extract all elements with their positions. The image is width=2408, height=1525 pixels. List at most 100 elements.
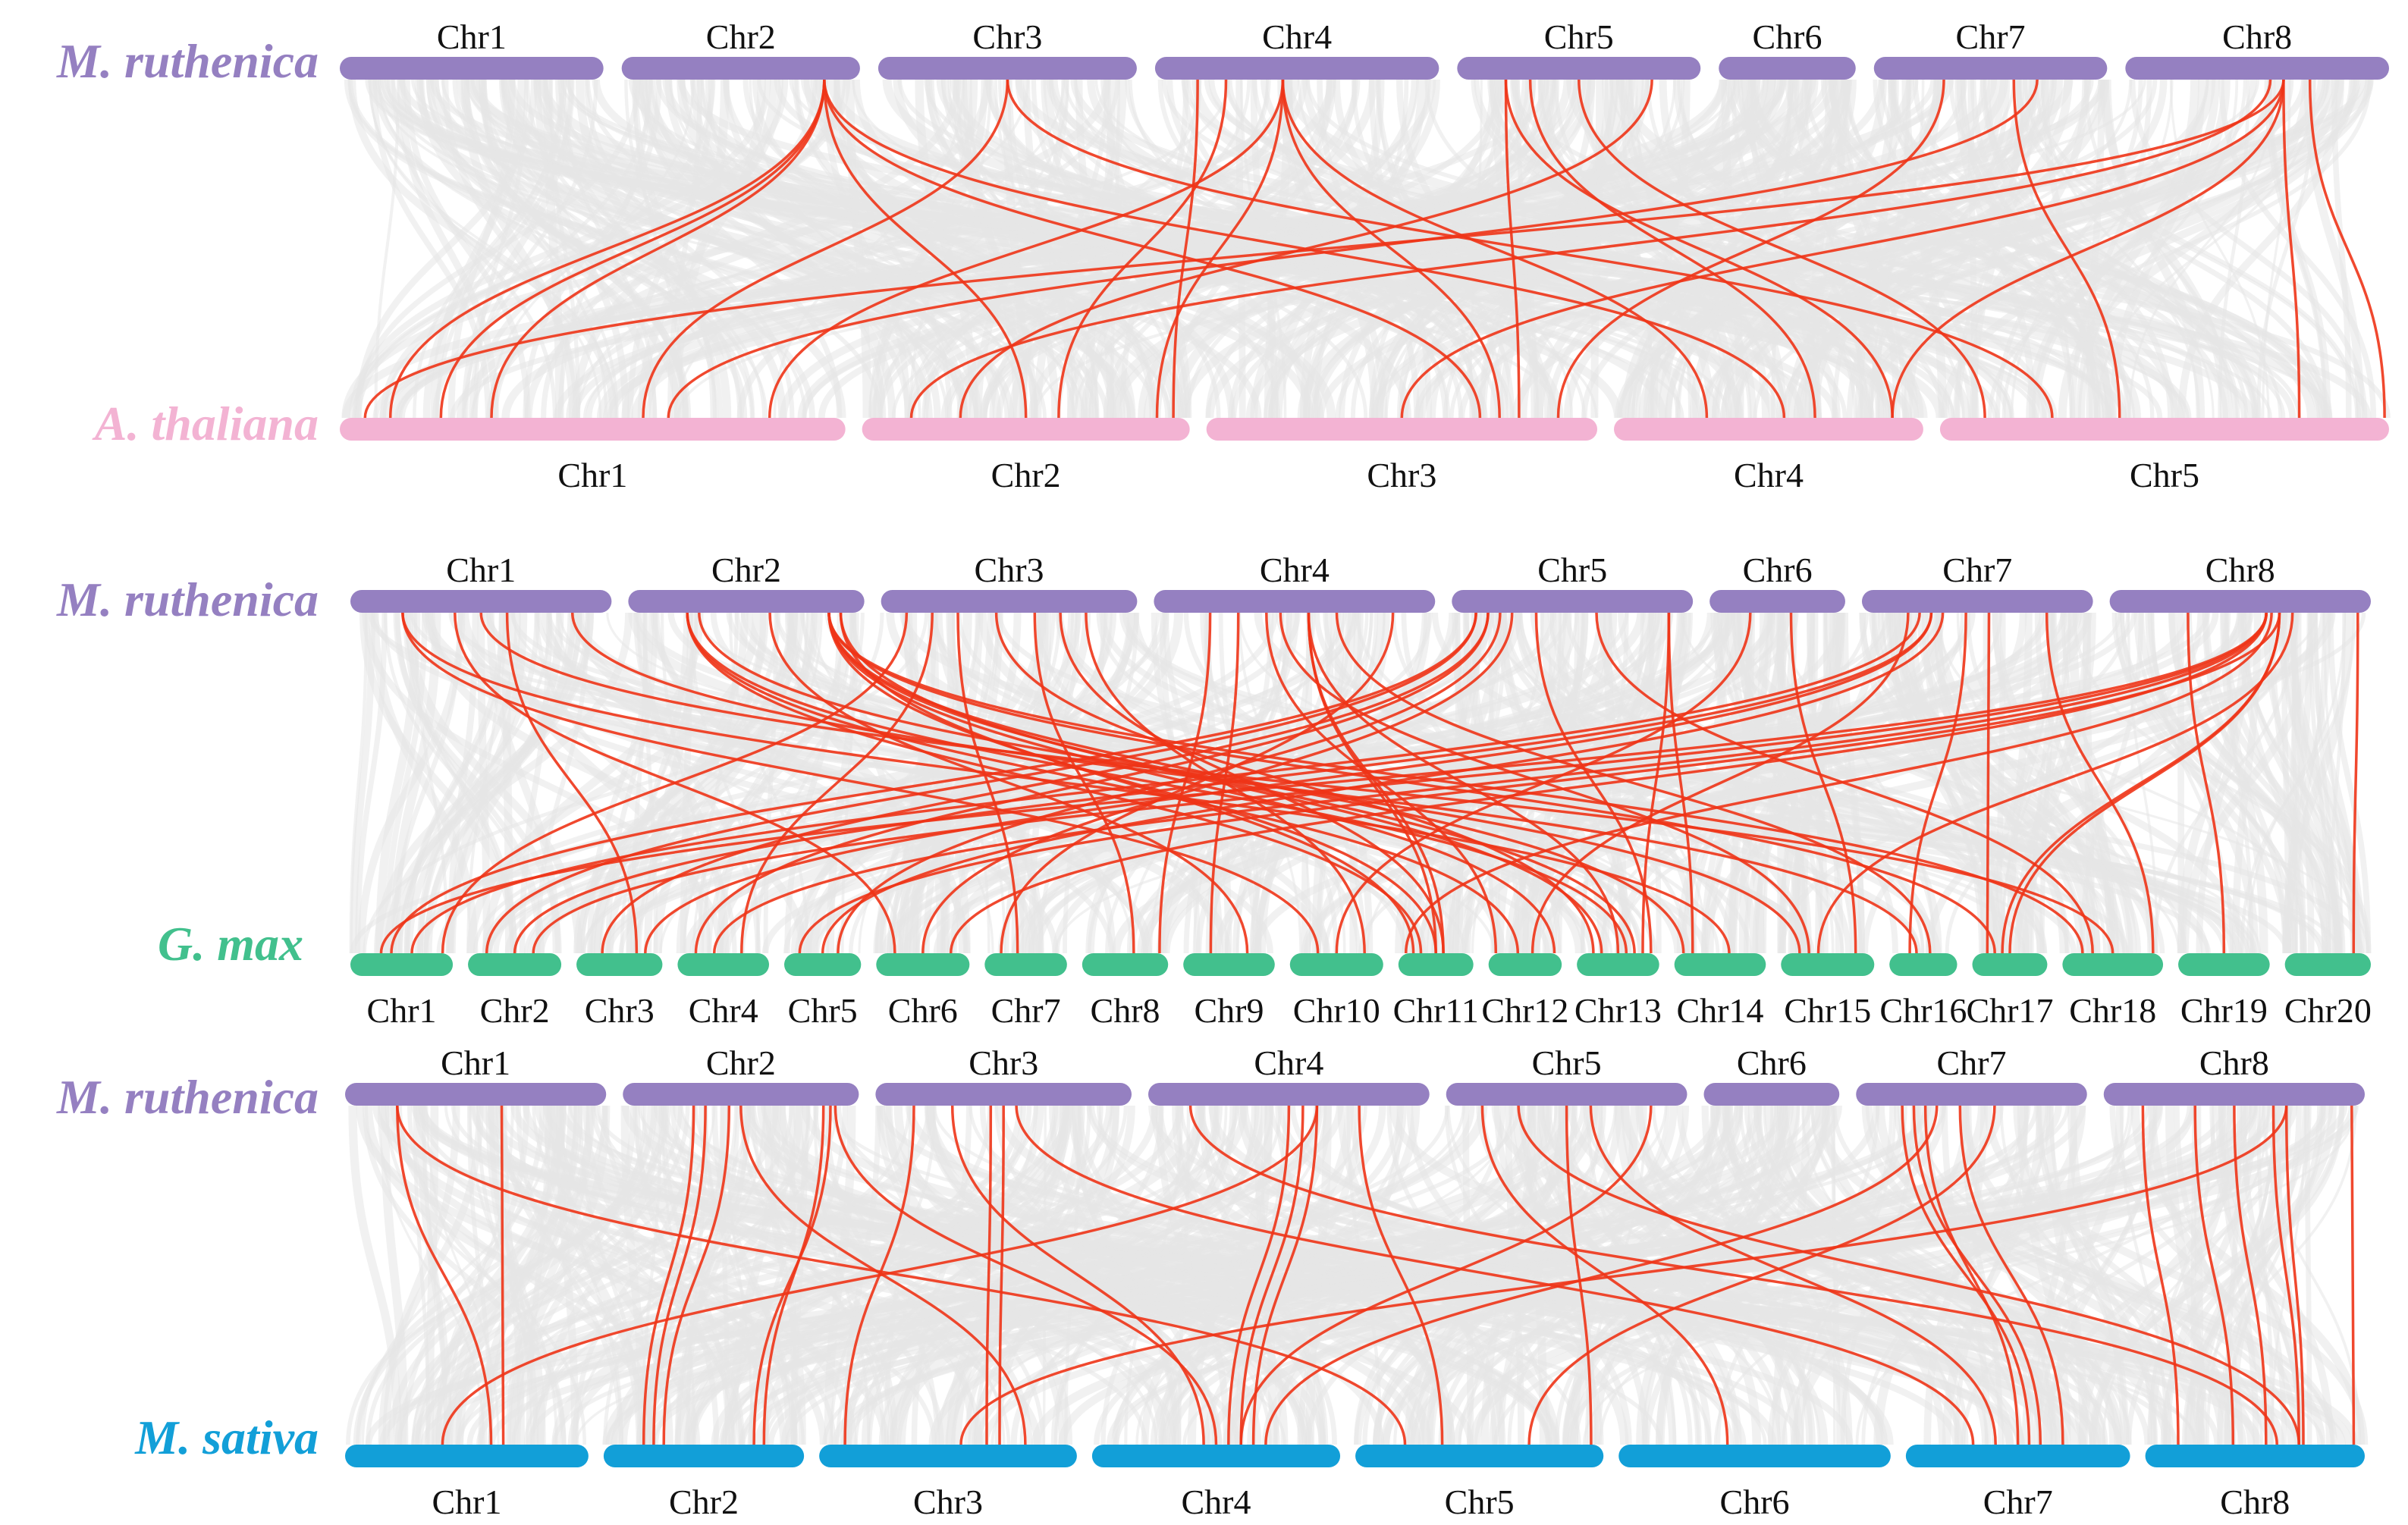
collinear-gene-link [1239,1105,1304,1445]
top-chromosome-label: Chr2 [706,1043,776,1082]
bottom-chromosome-label: Chr6 [888,991,958,1030]
top-chromosome-label: Chr2 [706,17,776,56]
collinear-gene-link [1531,612,1910,954]
bottom-chromosome-label: Chr4 [689,991,758,1030]
background-synteny-link [1721,79,2056,419]
background-synteny-link [641,1105,662,1445]
collinear-gene-link [644,612,1933,954]
bottom-chromosome-label: Chr13 [1574,991,1662,1030]
collinear-gene-link [834,1105,1218,1445]
background-synteny-link [533,79,933,419]
top-chromosome-label: Chr5 [1537,551,1607,589]
background-synteny-link [1377,79,1475,419]
collinear-gene-link [959,79,1653,419]
bottom-chromosome-label: Chr8 [1091,991,1160,1030]
background-synteny-link [547,612,1147,954]
background-synteny-link [637,79,766,419]
background-synteny-link [1088,79,1419,419]
species-label-ruthenica: M. ruthenica [56,573,319,626]
top-chromosome-label: Chr8 [2206,551,2275,589]
highlight-links [363,79,2386,419]
background-synteny-link [2153,612,2298,954]
ruthenica-chromosomes: Chr1 Chr2 Chr3 Chr4 Chr5 Chr6 Chr7 Chr8 [345,1043,2365,1106]
background-synteny-link [1245,79,2045,419]
collinear-gene-link [1281,79,1501,419]
collinear-gene-link [441,612,909,954]
background-synteny-link [909,79,992,419]
background-synteny-link [1732,79,2324,419]
bottom-chromosome-label: Chr9 [1194,991,1264,1030]
collinear-gene-link [1578,79,1986,419]
background-synteny-link [1873,1105,2029,1445]
collinear-gene-link [1816,612,2294,954]
background-synteny-link [2304,1105,2312,1445]
collinear-gene-link [1504,79,1894,419]
bottom-chromosome-label: Chr3 [1367,456,1436,494]
collinear-gene-link [500,1105,505,1445]
background-synteny-link [2037,1105,2174,1445]
background-synteny-link [1659,79,1800,419]
top-chromosome-label: Chr3 [972,17,1042,56]
background-synteny-link [1774,1105,2023,1445]
collinear-gene-link [379,612,2268,954]
top-chromosome-label: Chr6 [1737,1043,1807,1082]
collinear-gene-link [363,79,2285,419]
top-chromosome-label: Chr2 [711,551,781,589]
background-synteny-link [403,79,531,419]
background-synteny-link [1198,1105,1326,1445]
background-synteny-link [1316,612,1364,954]
background-synteny-link [1507,1105,1716,1445]
ruthenica-chromosomes: Chr1 Chr2 Chr3 Chr4 Chr5 Chr6 Chr7 Chr8 [340,17,2389,80]
background-synteny-link [773,79,965,419]
bottom-chromosome-label: Chr20 [2284,991,2372,1030]
background-synteny-link [509,1105,611,1445]
collinear-gene-link [762,1105,825,1445]
background-synteny-link [398,79,2127,419]
collinear-gene-link [1172,79,1199,419]
collinear-gene-link [441,1105,1319,1445]
background-synteny-link [1370,79,1636,419]
background-synteny-link [1414,79,2374,419]
background-synteny-link [2224,1105,2242,1445]
top-chromosome-label: Chr3 [969,1043,1038,1082]
bottom-chromosome-label: Chr2 [480,991,550,1030]
background-synteny-link [460,79,578,419]
panel-ruthenica-thaliana: Chr1 Chr2 Chr3 Chr4 Chr5 Chr6 Chr7 Chr8 Chr1 Chr… [56,17,2391,494]
collinear-gene-link [2141,1105,2180,1445]
background-synteny-link [1893,1105,2293,1445]
background-synteny-link [1497,612,1608,954]
top-chromosome-label: Chr3 [975,551,1044,589]
collinear-gene-link [959,1105,2288,1445]
collinear-gene-link [1188,1105,2278,1445]
collinear-gene-link [1901,1105,2031,1445]
top-chromosome-label: Chr6 [1743,551,1813,589]
collinear-gene-link [1251,1105,1319,1445]
collinear-gene-link [827,612,2084,954]
collinear-gene-link [388,79,826,419]
bottom-chromosome-label: Chr1 [432,1483,501,1521]
background-synteny-link [1015,79,1558,419]
background-synteny-link [391,612,463,954]
collinear-gene-link [1307,612,1620,954]
collinear-gene-link [2233,1105,2268,1445]
background-synteny-link [393,612,562,954]
bottom-chromosome-label: Chr5 [2130,456,2199,494]
background-synteny-link [1925,612,2120,954]
background-synteny-link [2061,612,2152,954]
collinear-gene-link [2012,79,2121,419]
background-synteny-link [1753,79,2360,419]
top-chromosome-label: Chr5 [1532,1043,1602,1082]
background-synteny-link [1490,79,1540,419]
collinear-gene-link [485,612,1477,954]
bottom-chromosome-label: Chr7 [991,991,1061,1030]
collinear-gene-link [1565,1105,1593,1445]
collinear-gene-link [768,79,1285,419]
background-synteny-link [815,612,1889,954]
bottom-chromosome-label: Chr2 [991,456,1061,494]
collinear-gene-link [401,612,1731,954]
top-chromosome-label: Chr8 [2199,1043,2269,1082]
species-label-gmax: G. max [158,917,303,971]
background-synteny-link [626,612,690,954]
background-synteny-link [1096,612,1641,954]
